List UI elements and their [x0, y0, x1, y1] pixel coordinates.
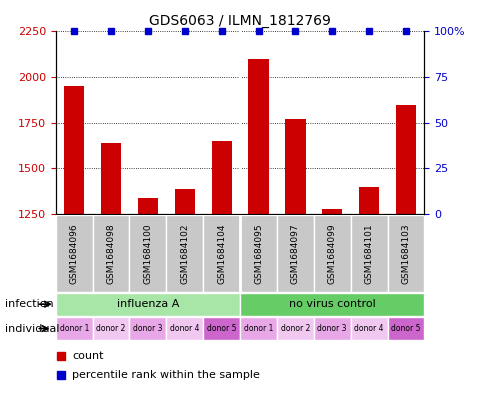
Text: GSM1684099: GSM1684099: [327, 223, 336, 284]
Bar: [129, 317, 166, 340]
Text: GSM1684098: GSM1684098: [106, 223, 115, 284]
Bar: [203, 215, 240, 292]
Text: GSM1684100: GSM1684100: [143, 223, 152, 284]
Text: donor 3: donor 3: [133, 324, 162, 333]
Bar: [56, 293, 240, 316]
Text: no virus control: no virus control: [288, 299, 375, 309]
Text: GSM1684096: GSM1684096: [70, 223, 78, 284]
Bar: [240, 317, 276, 340]
Bar: [313, 317, 350, 340]
Bar: [313, 215, 350, 292]
Bar: [166, 215, 203, 292]
Text: infection: infection: [5, 299, 53, 309]
Text: donor 1: donor 1: [243, 324, 272, 333]
Bar: [395, 105, 415, 214]
Text: GSM1684095: GSM1684095: [254, 223, 262, 284]
Text: individual: individual: [5, 323, 59, 334]
Text: donor 3: donor 3: [317, 324, 346, 333]
Bar: [101, 143, 121, 214]
Text: donor 4: donor 4: [354, 324, 383, 333]
Bar: [240, 293, 424, 316]
Bar: [358, 187, 378, 214]
Bar: [240, 215, 276, 292]
Bar: [56, 317, 92, 340]
Text: donor 2: donor 2: [280, 324, 309, 333]
Text: GSM1684101: GSM1684101: [364, 223, 373, 284]
Bar: [276, 215, 313, 292]
Bar: [203, 317, 240, 340]
Bar: [387, 215, 424, 292]
Bar: [387, 317, 424, 340]
Text: GSM1684103: GSM1684103: [401, 223, 409, 284]
Text: count: count: [72, 351, 104, 361]
Text: GSM1684102: GSM1684102: [180, 223, 189, 283]
Bar: [276, 317, 313, 340]
Text: influenza A: influenza A: [117, 299, 179, 309]
Bar: [211, 141, 231, 214]
Bar: [64, 86, 84, 214]
Bar: [174, 189, 195, 214]
Text: donor 1: donor 1: [60, 324, 89, 333]
Text: GSM1684104: GSM1684104: [217, 223, 226, 283]
Bar: [56, 215, 92, 292]
Bar: [92, 215, 129, 292]
Bar: [137, 198, 158, 214]
Bar: [350, 317, 387, 340]
Bar: [321, 209, 342, 214]
Bar: [92, 317, 129, 340]
Text: percentile rank within the sample: percentile rank within the sample: [72, 370, 260, 380]
Title: GDS6063 / ILMN_1812769: GDS6063 / ILMN_1812769: [149, 14, 330, 28]
Text: donor 5: donor 5: [391, 324, 420, 333]
Text: donor 5: donor 5: [207, 324, 236, 333]
Bar: [248, 59, 268, 214]
Bar: [350, 215, 387, 292]
Text: donor 4: donor 4: [170, 324, 199, 333]
Bar: [166, 317, 203, 340]
Bar: [129, 215, 166, 292]
Text: donor 2: donor 2: [96, 324, 125, 333]
Bar: [285, 119, 305, 214]
Text: GSM1684097: GSM1684097: [290, 223, 299, 284]
